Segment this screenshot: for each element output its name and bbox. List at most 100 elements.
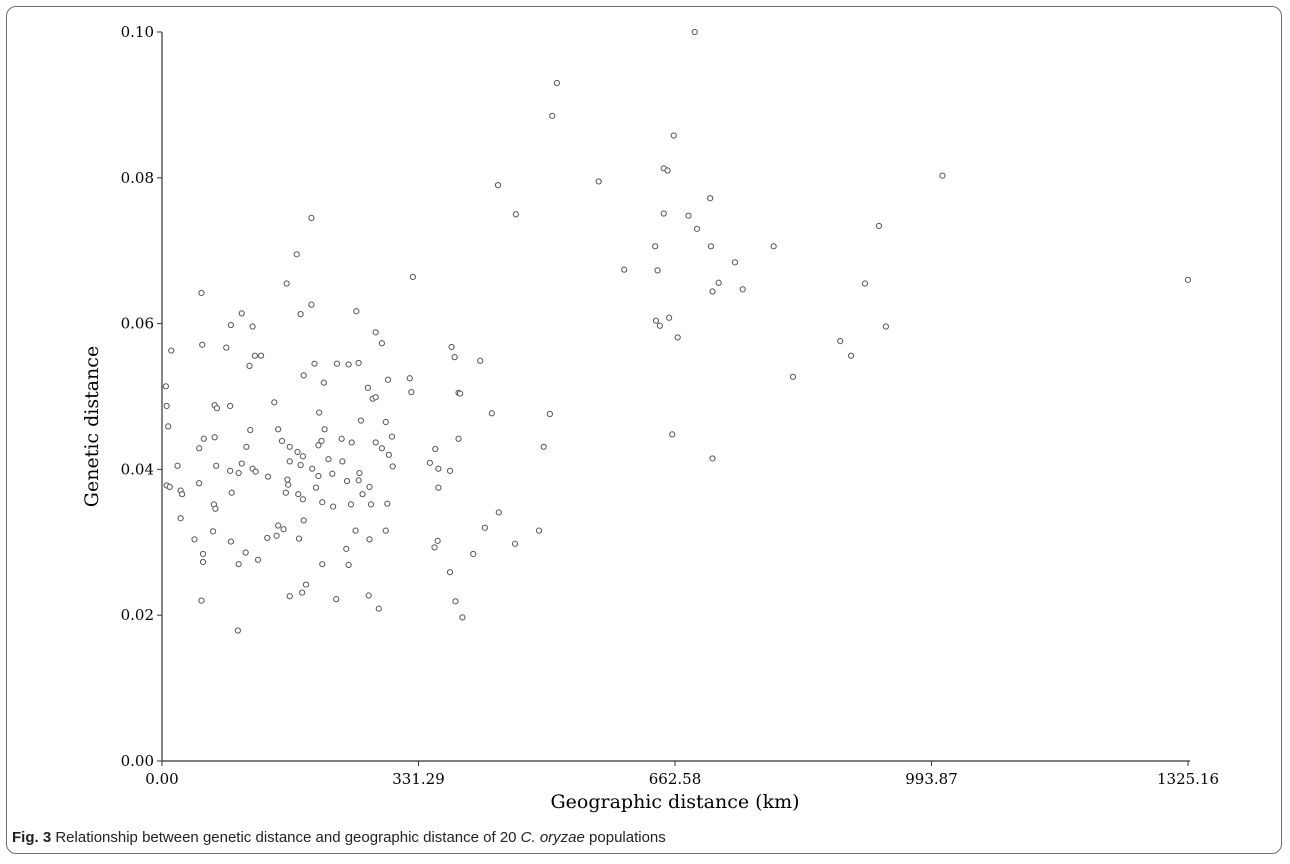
data-point [210, 528, 217, 535]
data-point [357, 417, 365, 424]
data-point [249, 323, 256, 330]
data-point [247, 426, 254, 434]
data-point [693, 225, 701, 232]
data-point [264, 473, 272, 480]
data-point [246, 362, 253, 369]
data-point [709, 288, 716, 295]
data-point [451, 354, 458, 361]
data-point [339, 458, 346, 465]
data-point [286, 443, 293, 450]
y-tick-label: 0.06 [121, 315, 154, 333]
figure-frame [6, 6, 1282, 854]
data-point [196, 445, 203, 452]
y-tick-label: 0.02 [121, 606, 154, 624]
data-point [271, 399, 278, 406]
data-point [426, 459, 433, 466]
data-point [352, 527, 359, 534]
data-point [278, 437, 286, 445]
data-point [535, 527, 543, 534]
data-point [549, 112, 556, 119]
data-point [295, 491, 302, 498]
y-axis-title: Genetic distance [81, 346, 103, 507]
data-point [242, 549, 249, 556]
data-point [302, 581, 310, 588]
data-point [258, 352, 265, 359]
data-point [406, 375, 413, 382]
data-point [739, 286, 746, 293]
data-point [367, 501, 375, 508]
data-point [286, 458, 293, 465]
data-point [235, 561, 242, 568]
data-point [320, 379, 327, 386]
data-point [595, 178, 602, 185]
data-point [495, 509, 502, 516]
data-point [347, 501, 355, 508]
data-point [315, 442, 322, 449]
data-point [316, 409, 323, 416]
data-point [384, 376, 392, 383]
data-point [656, 322, 663, 329]
data-point [359, 491, 366, 498]
data-point [715, 279, 722, 286]
data-point [191, 536, 198, 543]
data-point [365, 592, 372, 599]
data-point [299, 496, 307, 503]
data-point [456, 390, 464, 397]
data-point [389, 463, 396, 470]
data-point [293, 251, 300, 258]
data-point [333, 360, 341, 367]
data-point [165, 423, 172, 430]
data-point [199, 341, 206, 348]
data-point [343, 545, 350, 552]
data-point [345, 561, 352, 568]
data-point [731, 259, 739, 266]
data-point [321, 426, 328, 433]
data-point [338, 435, 345, 442]
data-point [666, 314, 673, 321]
data-point [431, 544, 438, 551]
caption-text-before: Relationship between genetic distance an… [55, 829, 517, 846]
data-point [299, 453, 307, 460]
data-point [315, 472, 322, 480]
data-point [329, 470, 336, 477]
data-point [295, 535, 303, 542]
data-point [300, 372, 307, 379]
data-point [166, 483, 173, 490]
data-point [664, 167, 671, 174]
data-point [378, 340, 385, 347]
x-tick-label: 331.29 [392, 770, 445, 788]
data-point [275, 426, 282, 433]
data-point [669, 431, 676, 438]
data-point [325, 456, 332, 463]
data-point [707, 195, 714, 202]
data-point [243, 443, 250, 450]
data-point [356, 469, 363, 477]
data-point [789, 373, 797, 380]
data-point [470, 550, 477, 558]
data-point [252, 468, 259, 475]
data-point [385, 451, 392, 458]
data-point [512, 211, 519, 218]
data-point [273, 532, 280, 539]
data-point [939, 172, 946, 179]
data-point [455, 435, 462, 442]
data-point [434, 537, 441, 544]
data-point [685, 212, 692, 219]
data-point [284, 476, 291, 483]
data-point [200, 435, 207, 442]
data-point [227, 321, 235, 329]
data-point [477, 357, 484, 364]
data-point [286, 593, 293, 600]
data-point [372, 439, 379, 446]
data-point [382, 527, 389, 534]
data-point [211, 434, 218, 441]
data-point [446, 569, 454, 576]
data-points [162, 28, 1191, 634]
data-point [308, 214, 315, 221]
data-point [488, 410, 495, 417]
caption-text-after: populations [589, 829, 666, 846]
x-tick-label: 1325.16 [1157, 770, 1219, 788]
data-point [481, 524, 488, 531]
data-point [162, 383, 169, 390]
data-point [660, 210, 667, 217]
